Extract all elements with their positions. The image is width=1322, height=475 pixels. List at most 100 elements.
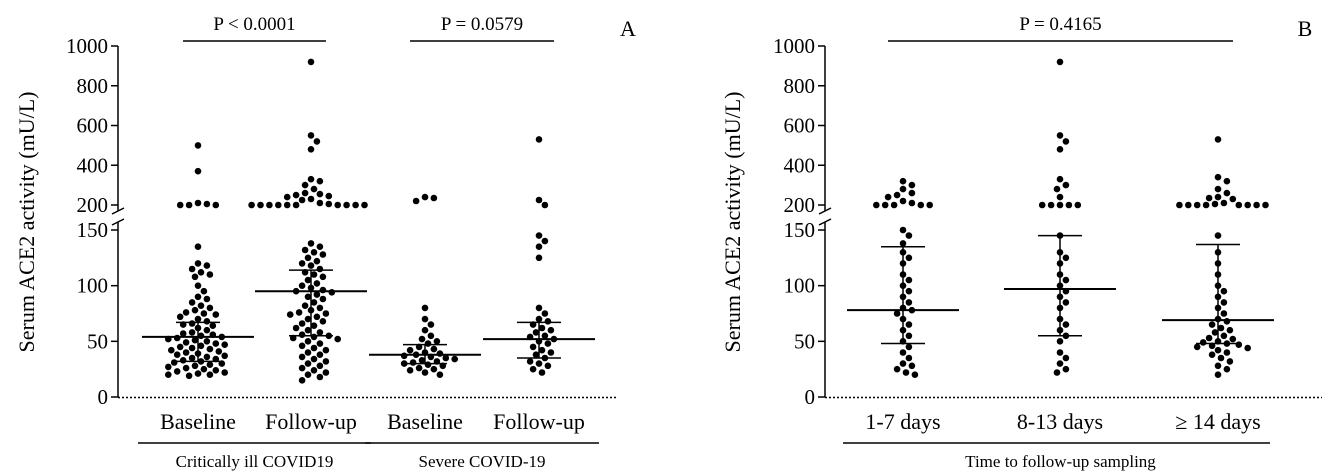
data-point (1185, 201, 1192, 209)
data-point (316, 199, 324, 207)
data-point (179, 357, 187, 364)
data-point (890, 201, 898, 209)
data-point (307, 262, 315, 269)
data-point (1214, 193, 1222, 201)
data-point (1056, 58, 1064, 66)
data-point (188, 354, 196, 362)
data-point (182, 349, 190, 356)
data-point (1217, 324, 1225, 332)
data-point (176, 313, 184, 321)
data-point (436, 350, 444, 357)
data-point (529, 343, 537, 351)
data-point (203, 318, 211, 325)
data-point (1062, 181, 1070, 189)
data-point (310, 355, 318, 363)
data-point (310, 185, 318, 193)
data-point (538, 346, 546, 354)
data-point (325, 192, 333, 200)
data-point (173, 351, 181, 359)
data-point (275, 201, 282, 209)
y-tick-label: 400 (784, 153, 816, 177)
data-point (1226, 358, 1234, 365)
data-point (899, 226, 907, 234)
data-point (316, 362, 324, 370)
data-point (899, 240, 907, 247)
data-point (206, 271, 214, 278)
x-tick-label: Baseline (387, 409, 463, 434)
data-point (415, 364, 423, 372)
y-tick-label: 200 (784, 193, 816, 217)
data-point (421, 193, 429, 201)
data-point (194, 315, 202, 323)
data-point (893, 191, 901, 199)
data-point (535, 254, 543, 262)
data-point (298, 320, 306, 327)
data-point (535, 136, 543, 143)
axis-break-mark (111, 207, 125, 215)
data-point (191, 273, 199, 281)
y-tick-label: 400 (77, 153, 109, 177)
data-point (310, 299, 318, 306)
data-point (185, 201, 193, 209)
data-point (917, 201, 925, 209)
data-point (313, 257, 321, 265)
data-point (313, 291, 321, 298)
data-point (1193, 201, 1201, 209)
data-point (400, 352, 408, 360)
data-point (1056, 146, 1064, 153)
data-point (313, 280, 321, 287)
data-point (203, 262, 211, 269)
data-point (307, 132, 315, 139)
data-point (1062, 354, 1070, 362)
data-point (911, 371, 919, 379)
data-point (905, 254, 913, 262)
data-point (310, 322, 318, 330)
data-point (544, 340, 552, 347)
data-point (418, 357, 426, 364)
data-point (194, 370, 202, 377)
data-point (194, 243, 202, 250)
x-tick-label: Baseline (160, 409, 236, 434)
data-point (905, 332, 913, 340)
data-point (899, 360, 907, 367)
data-point (544, 362, 552, 370)
data-point (316, 265, 324, 273)
data-point (1056, 349, 1064, 356)
data-point (316, 329, 324, 336)
data-point (905, 343, 913, 351)
data-point (899, 177, 907, 185)
data-point (547, 326, 555, 334)
data-point (322, 358, 330, 365)
data-point (218, 360, 226, 367)
data-point (343, 201, 350, 209)
data-point (1214, 185, 1222, 193)
data-point (197, 269, 205, 276)
y-tick-label: 200 (77, 193, 109, 217)
data-point (532, 351, 540, 359)
data-point (203, 353, 211, 361)
data-point (292, 201, 300, 209)
data-point (1053, 369, 1061, 376)
data-point (1199, 339, 1207, 346)
data-point (1262, 201, 1269, 209)
data-point (1214, 346, 1222, 354)
x-tick-label: Follow-up (493, 409, 585, 434)
data-point (544, 318, 552, 325)
data-point (185, 372, 193, 380)
data-point (1062, 138, 1070, 145)
data-point (194, 260, 202, 267)
data-point (535, 315, 543, 323)
data-point (1176, 201, 1183, 209)
y-tick-label: 150 (77, 218, 109, 242)
data-point (1244, 344, 1251, 352)
data-point (1053, 185, 1061, 193)
data-point (1211, 329, 1219, 336)
data-point (535, 360, 543, 367)
x-tick-label: 8-13 days (1017, 409, 1103, 434)
data-point (310, 344, 318, 352)
data-point (902, 369, 910, 376)
data-point (899, 197, 907, 205)
data-point (1193, 343, 1201, 351)
data-point (212, 311, 220, 318)
data-point (313, 138, 321, 145)
